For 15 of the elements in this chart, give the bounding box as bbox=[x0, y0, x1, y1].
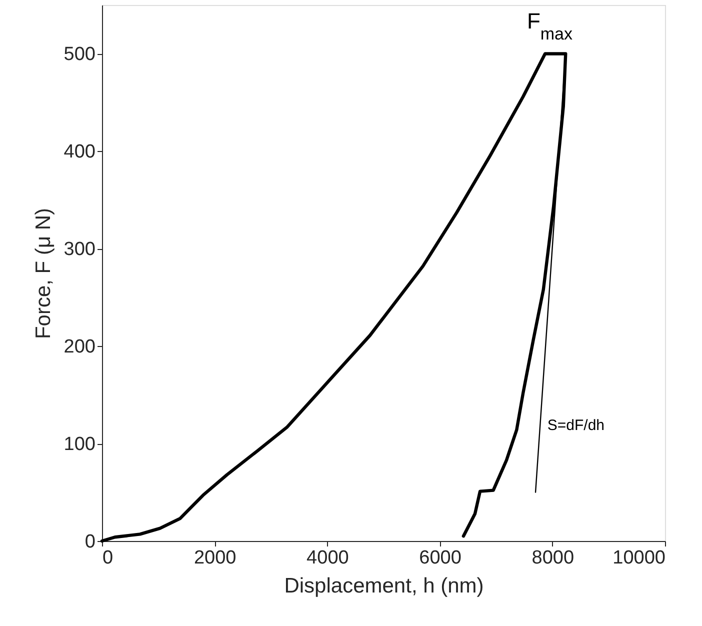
y-tick-label: 0 bbox=[84, 532, 96, 552]
y-tick-label: 300 bbox=[64, 239, 96, 260]
annotation: S=dF/dh bbox=[547, 417, 605, 434]
y-tick-label: 400 bbox=[64, 142, 96, 163]
x-tick-label: 4000 bbox=[306, 548, 349, 568]
y-tick-label: 500 bbox=[64, 44, 96, 66]
x-tick-label: 10000 bbox=[612, 548, 666, 568]
y-axis-title: Force, F (μ N) bbox=[32, 208, 55, 340]
x-tick-label: 6000 bbox=[419, 548, 462, 568]
x-axis-title: Displacement, h (nm) bbox=[284, 574, 484, 598]
x-tick-label: 2000 bbox=[194, 548, 236, 568]
x-tick-label: 8000 bbox=[532, 548, 574, 568]
y-tick-label: 100 bbox=[64, 434, 96, 456]
y-tick-label: 200 bbox=[64, 336, 96, 358]
x-tick-label: 0 bbox=[102, 548, 114, 568]
